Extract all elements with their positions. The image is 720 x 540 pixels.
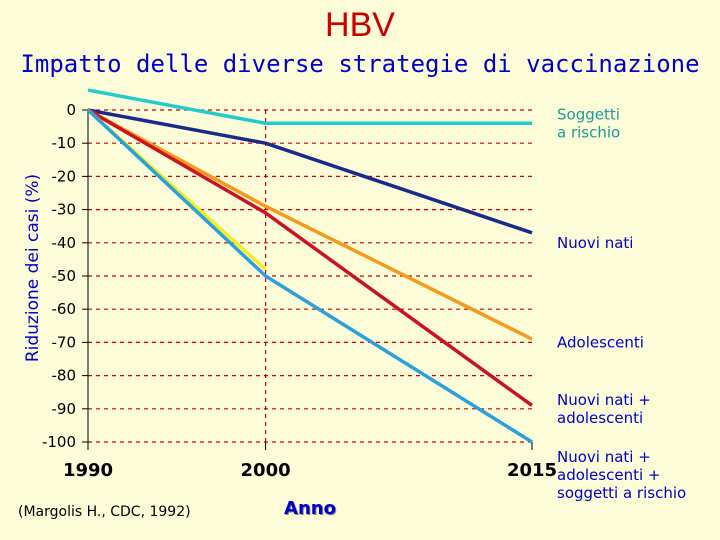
y-tick-label: -20 <box>52 167 77 185</box>
legend-entry-1: Nuovi nati <box>557 234 633 252</box>
y-tick-label: -50 <box>52 267 77 285</box>
y-tick-label: -40 <box>52 234 77 252</box>
chart-subtitle: Impatto delle diverse strategie di vacci… <box>20 50 700 78</box>
legend-line: Adolescenti <box>557 333 644 351</box>
source-note: (Margolis H., CDC, 1992) <box>18 504 191 520</box>
series-line-0 <box>87 88 532 126</box>
y-tick-label: -70 <box>52 333 77 351</box>
legend-line: Nuovi nati + <box>557 448 651 466</box>
legend-entry-2: Adolescenti <box>557 333 644 351</box>
legend-line: Nuovi nati <box>557 234 633 252</box>
x-axis-label: Anno <box>284 498 336 519</box>
y-tick-label: -90 <box>52 400 77 418</box>
legend-line: a rischio <box>557 123 620 141</box>
legend-line: adolescenti + <box>557 466 660 484</box>
legend-entry-3: Nuovi nati + adolescenti <box>557 391 651 427</box>
y-tick-label: -30 <box>52 201 77 219</box>
legend-line: soggetti a rischio <box>557 484 686 502</box>
y-tick-label: -80 <box>52 367 77 385</box>
series-line-1 <box>87 108 533 235</box>
series-line-3 <box>87 108 534 407</box>
legend-line: adolescenti <box>557 409 643 427</box>
y-tick-label: -100 <box>42 433 76 451</box>
legend-entry-0: Soggetti a rischio <box>557 105 620 141</box>
legend-entry-4: Nuovi nati + adolescenti + soggetti a risc… <box>557 448 686 502</box>
x-tick-label: 2000 <box>241 460 291 481</box>
y-tick-label: -60 <box>52 300 77 318</box>
x-tick-label: 1990 <box>63 460 113 481</box>
y-tick-label: 0 <box>66 101 76 119</box>
y-tick-label: -10 <box>52 134 77 152</box>
legend-line: Soggetti <box>557 105 620 123</box>
series-line-5 <box>86 108 533 444</box>
legend-line: Nuovi nati + <box>557 391 651 409</box>
chart-title: HBV <box>325 6 395 44</box>
series-line-2 <box>87 108 533 341</box>
x-tick-label: 2015 <box>507 460 557 481</box>
